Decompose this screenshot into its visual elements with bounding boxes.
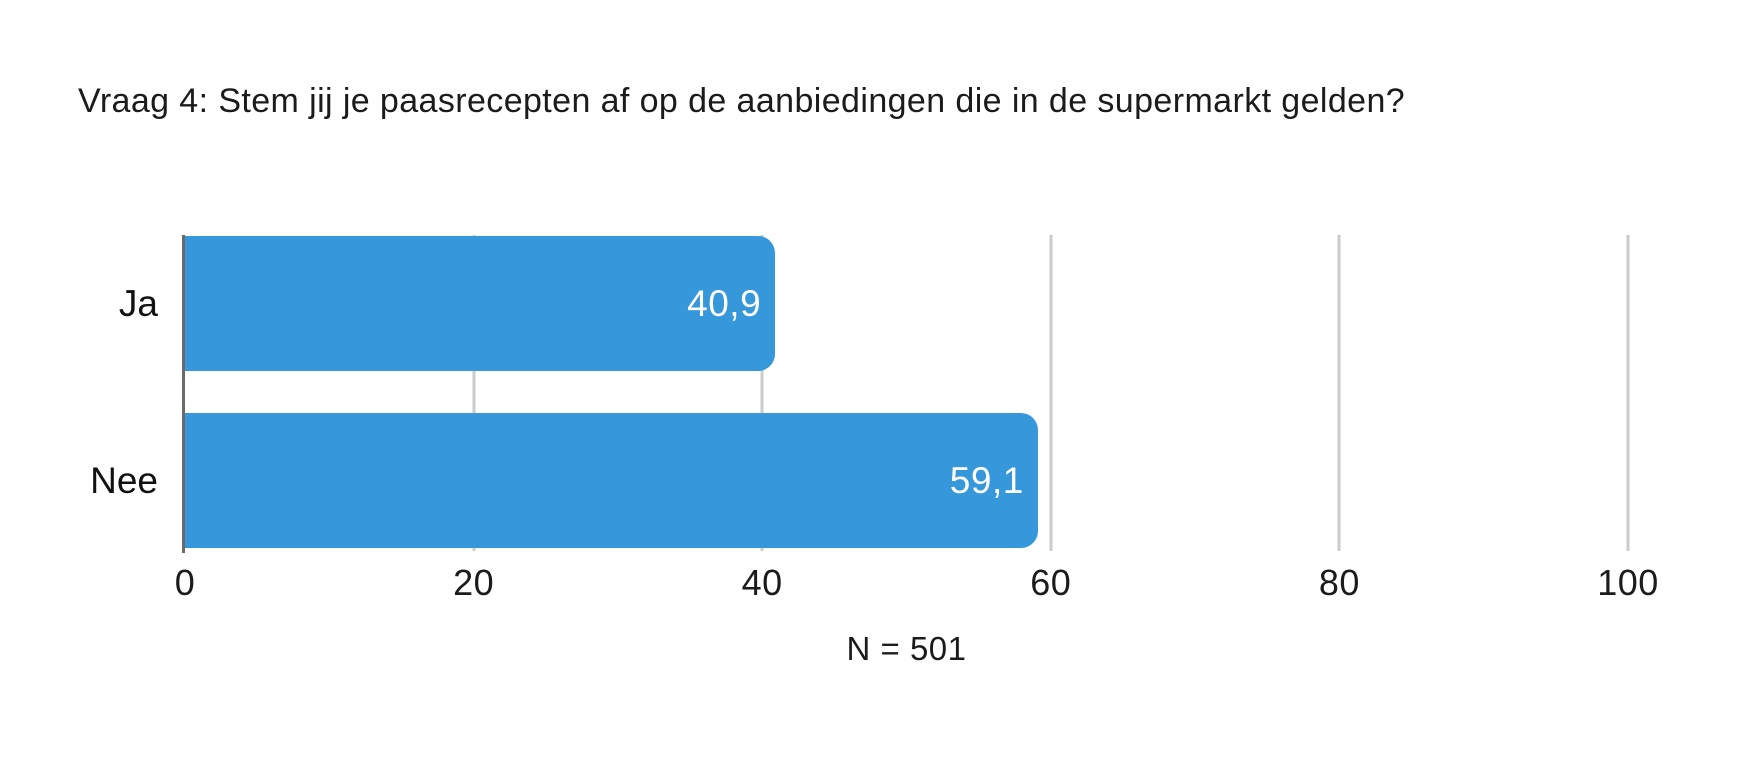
category-label-nee: Nee (90, 459, 158, 501)
x-tick-label-80: 80 (1318, 562, 1360, 603)
bar-value-label: 59,1 (949, 459, 1024, 501)
gridline-100 (1626, 235, 1630, 551)
gridline-40 (760, 235, 764, 551)
gridline-80 (1337, 235, 1341, 551)
x-tick-label-100: 100 (1597, 562, 1659, 603)
chart-title: Vraag 4: Stem jij je paasrecepten af op … (78, 82, 1406, 120)
x-tick-label-40: 40 (741, 562, 783, 603)
sample-size-note: N = 501 (846, 630, 967, 667)
category-label-ja: Ja (118, 282, 158, 324)
gridline-60 (1049, 235, 1053, 551)
bar-ja: 40,9 (185, 236, 776, 371)
gridline-20 (472, 235, 476, 551)
plot-area: 40,9 59,1 (182, 235, 1630, 553)
x-tick-label-60: 60 (1030, 562, 1072, 603)
bar-nee: 59,1 (185, 413, 1038, 548)
x-axis: 0 20 40 60 80 100 (175, 562, 1659, 608)
y-axis-line (182, 235, 185, 553)
x-tick-label-20: 20 (453, 562, 495, 603)
x-tick-label-0: 0 (174, 562, 196, 603)
bar-value-label: 40,9 (687, 282, 762, 324)
